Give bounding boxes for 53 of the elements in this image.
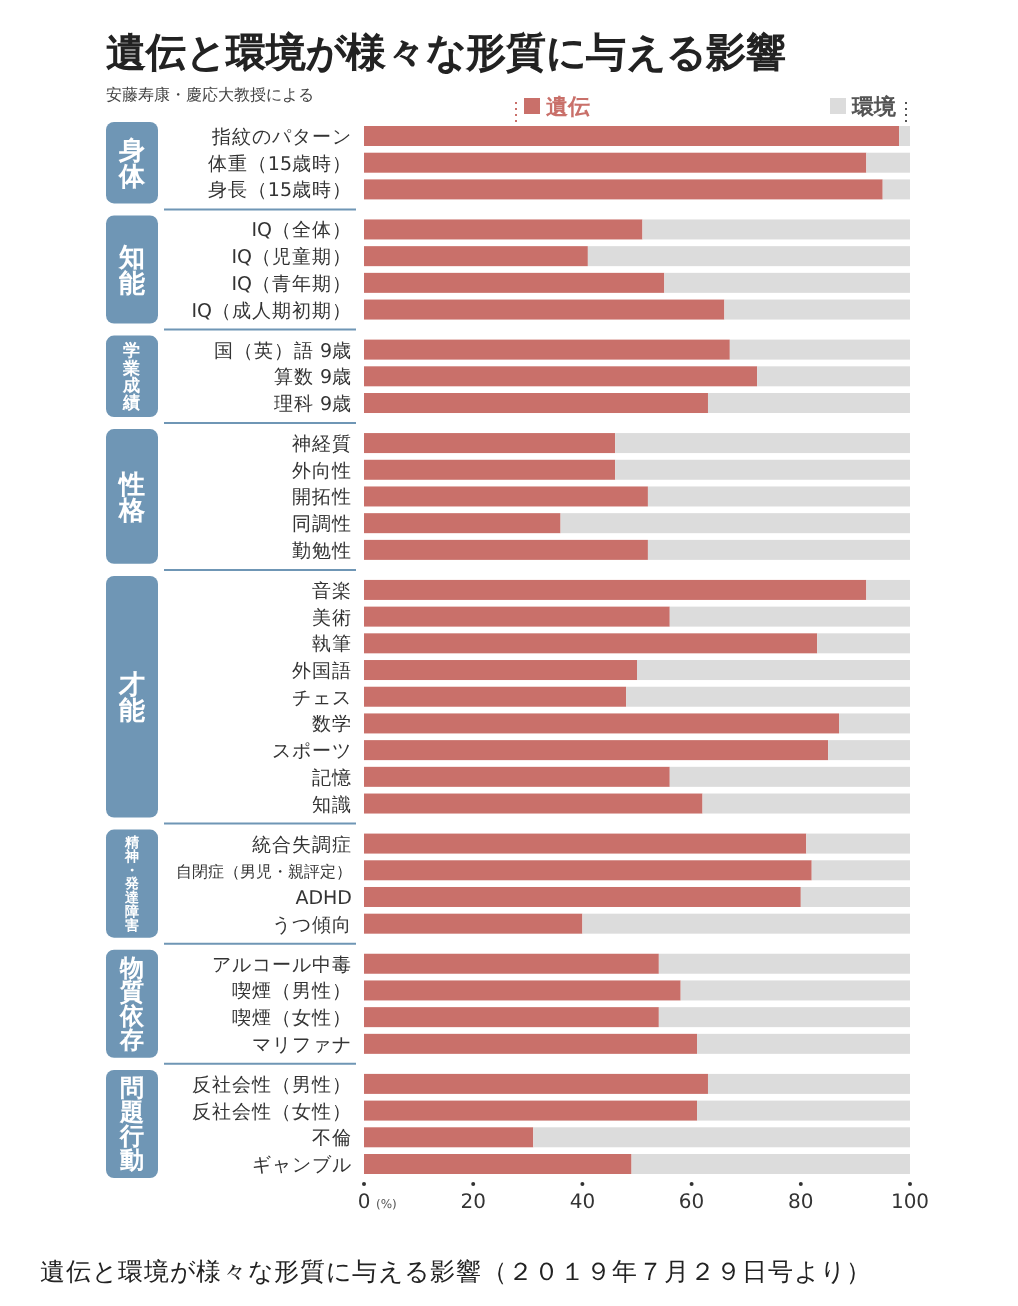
legend-label: 環境 xyxy=(850,94,898,120)
y-tick-label: 音楽 xyxy=(312,578,352,603)
text: 学業成績 xyxy=(121,340,141,415)
y-tick-label: 美術 xyxy=(312,605,352,630)
y-tick-label: 統合失調症 xyxy=(252,832,352,857)
y-tick-label: 知識 xyxy=(312,792,352,817)
y-tick-label: ギャンブル xyxy=(252,1153,352,1177)
y-tick-label: 勤勉性 xyxy=(292,538,352,563)
y-tick-label: 記憶 xyxy=(312,765,352,790)
x-tick-label: 100 xyxy=(890,1192,930,1214)
y-tick-label: 数学 xyxy=(312,712,352,737)
y-tick-label: 執筆 xyxy=(312,632,352,657)
y-tick-label: 身長（15歳時） xyxy=(207,178,352,203)
y-tick-label: 算数 9歳 xyxy=(273,365,352,390)
text: 才能 xyxy=(117,670,147,727)
y-tick-label: 開拓性 xyxy=(292,485,352,510)
chart-title: 遺伝と環境が様々な形質に与える影響 xyxy=(106,28,786,76)
x-tick-label: 0 xyxy=(357,1192,371,1214)
text: 身体 xyxy=(117,136,147,193)
y-tick-label: 体重（15歳時） xyxy=(207,151,352,176)
y-tick-label: IQ（成人期初期） xyxy=(191,298,352,323)
y-tick-label: 指紋のパターン xyxy=(210,125,352,149)
legend-label: 遺伝 xyxy=(544,94,590,120)
y-tick-label: 外向性 xyxy=(292,458,352,483)
y-tick-label: 国（英）語 9歳 xyxy=(213,338,352,363)
y-tick-label: チェス xyxy=(292,687,352,710)
y-tick-label: 反社会性（男性） xyxy=(192,1072,352,1097)
y-tick-label: 同調性 xyxy=(292,512,352,537)
y-tick-label: 不倫 xyxy=(312,1126,352,1151)
text: 性格 xyxy=(117,470,147,527)
y-tick-label: アルコール中毒 xyxy=(212,952,352,977)
text: 物質依存 xyxy=(118,954,146,1055)
y-tick-label: ADHD xyxy=(295,887,352,910)
y-tick-label: 喫煙（女性） xyxy=(232,1006,352,1031)
text: 知能 xyxy=(117,243,147,300)
text: 安藤寿康・慶応大教授による xyxy=(106,86,314,104)
y-tick-label: 反社会性（女性） xyxy=(192,1099,352,1124)
y-tick-label: スポーツ xyxy=(272,741,352,764)
y-tick-label: マリファナ xyxy=(252,1034,352,1057)
text: 遺伝と環境が様々な形質に与える影響（２０１９年７月２９日号より） xyxy=(40,1256,872,1286)
y-tick-label: 神経質 xyxy=(292,432,352,457)
x-tick-label: 60 xyxy=(678,1192,705,1214)
y-tick-label: 外国語 xyxy=(292,659,352,684)
y-tick-label: IQ（青年期） xyxy=(231,271,352,296)
text: 問題行動 xyxy=(118,1074,144,1175)
y-tick-label: IQ（全体） xyxy=(251,218,352,243)
y-tick-label: うつ傾向 xyxy=(272,912,352,937)
x-tick-label: 40 xyxy=(569,1192,596,1214)
y-tick-label: 理科 9歳 xyxy=(273,392,352,417)
x-tick-label: 80 xyxy=(788,1192,814,1214)
y-tick-label: 喫煙（男性） xyxy=(232,979,352,1004)
x-tick-label: 20 xyxy=(460,1192,486,1214)
y-tick-label: IQ（児童期） xyxy=(231,245,352,270)
